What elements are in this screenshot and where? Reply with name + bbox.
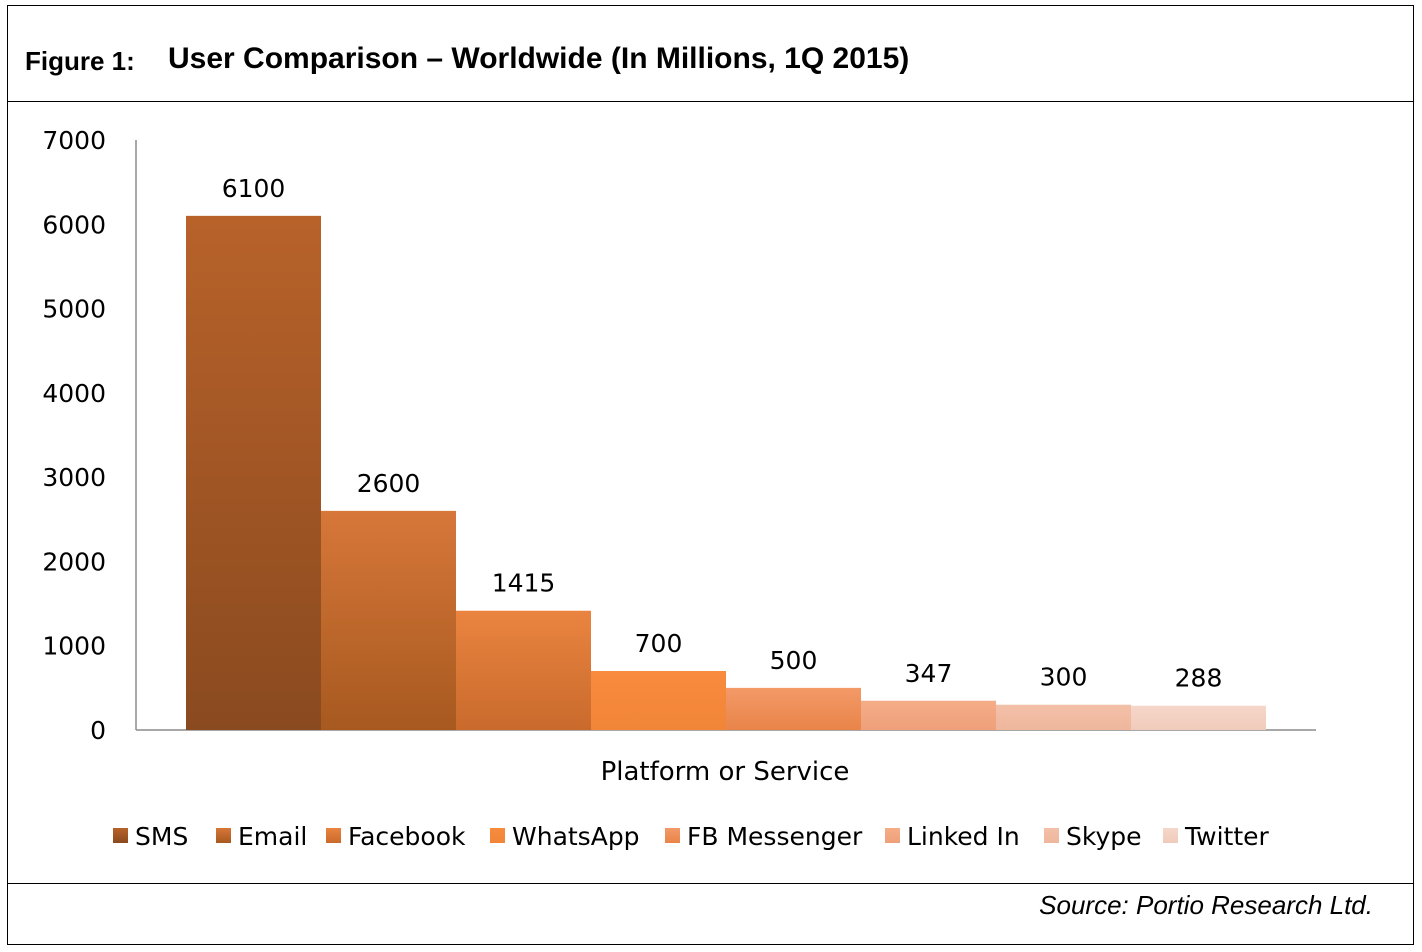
bar-chart: 0 1000 2000 3000 4000 5000 6000 7000 6100 2600 14…: [42, 126, 1316, 851]
legend-label: FB Messenger: [687, 822, 863, 851]
legend-swatch-whatsapp: [490, 828, 505, 843]
data-label: 6100: [222, 174, 286, 203]
legend-swatch-email: [216, 828, 231, 843]
source-footer: Source: Portio Research Ltd.: [8, 883, 1413, 944]
y-tick-label: 0: [90, 716, 106, 745]
y-tick-label: 1000: [42, 632, 106, 661]
legend-swatch-fb-messenger: [665, 828, 680, 843]
legend-swatch-skype: [1044, 828, 1059, 843]
bar-fb-messenger: [726, 687, 861, 730]
bar-sms: [186, 215, 321, 730]
y-tick-label: 6000: [42, 210, 106, 239]
y-tick-label: 7000: [42, 126, 106, 155]
y-tick-label: 3000: [42, 463, 106, 492]
y-tick-label: 4000: [42, 379, 106, 408]
legend-swatch-facebook: [326, 828, 341, 843]
y-tick-label: 2000: [42, 547, 106, 576]
legend-label: Email: [238, 822, 307, 851]
legend-label: Linked In: [907, 822, 1020, 851]
data-label: 347: [905, 659, 953, 688]
y-tick-label: 5000: [42, 295, 106, 324]
figure-frame: Figure 1: User Comparison – Worldwide (I…: [7, 5, 1414, 945]
bar-facebook: [456, 610, 591, 730]
figure-label: Figure 1:: [25, 46, 135, 76]
data-label: 300: [1040, 663, 1088, 692]
x-axis-title: Platform or Service: [601, 757, 850, 787]
bar-twitter: [1131, 705, 1266, 730]
legend-label: SMS: [135, 822, 188, 851]
legend-swatch-twitter: [1163, 828, 1178, 843]
legend-label: Skype: [1066, 822, 1142, 851]
data-label: 500: [770, 646, 818, 675]
legend-label: Facebook: [348, 822, 466, 851]
chart-area: 0 1000 2000 3000 4000 5000 6000 7000 6100 2600 14…: [8, 102, 1413, 883]
data-label: 2600: [357, 469, 421, 498]
legend-label: Twitter: [1184, 822, 1270, 851]
legend-label: WhatsApp: [512, 822, 640, 851]
data-label: 288: [1175, 664, 1223, 693]
bar-skype: [996, 704, 1131, 730]
figure-title: User Comparison – Worldwide (In Millions…: [168, 42, 910, 75]
figure-header: Figure 1: User Comparison – Worldwide (I…: [8, 6, 1413, 102]
data-label: 700: [635, 629, 683, 658]
legend-swatch-sms: [113, 828, 128, 843]
source-note: Source: Portio Research Ltd.: [1039, 890, 1373, 920]
bar-email: [321, 510, 456, 730]
legend-swatch-linked-in: [885, 828, 900, 843]
data-label: 1415: [492, 569, 556, 598]
bar-linked-in: [861, 700, 996, 730]
bar-whatsapp: [591, 671, 726, 730]
